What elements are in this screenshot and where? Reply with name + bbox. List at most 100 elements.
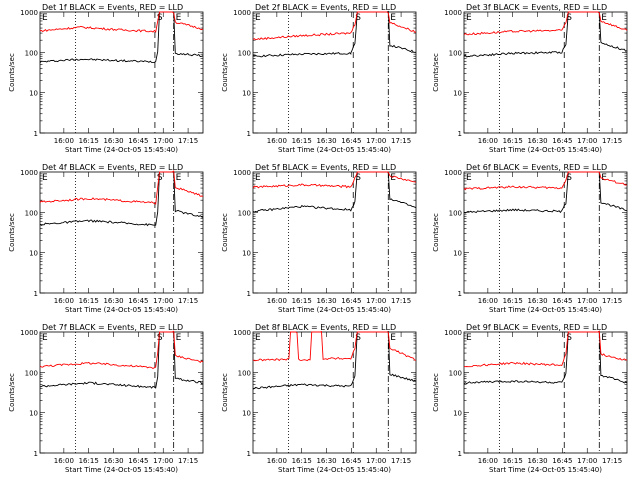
panel-det-8: Det 8f BLACK = Events, RED = LLD 1 10 100 10…: [221, 323, 417, 474]
x-tick-label: 16:30: [527, 297, 547, 305]
x-tick-label: 17:15: [178, 137, 198, 145]
lld-series-line: [463, 11, 628, 36]
x-axis-label: Start Time (24-Oct-05 15:45:40): [65, 146, 178, 154]
y-tick-label: 1000: [20, 169, 38, 177]
x-axis-label: Start Time (24-Oct-05 15:45:40): [489, 146, 602, 154]
x-tick-label: 16:15: [79, 297, 99, 305]
events-series-line: [252, 330, 417, 390]
panel-title: Det 2f BLACK = Events, RED = LLD: [255, 3, 396, 12]
x-axis-label: Start Time (24-Oct-05 15:45:40): [278, 306, 391, 314]
marker-label: S: [566, 173, 572, 183]
y-tick-label: 10: [242, 250, 251, 258]
panel-det-9: Det 9f BLACK = Events, RED = LLD 1 10 100 10…: [432, 323, 628, 474]
y-axis-label: Counts/sec: [221, 213, 229, 252]
panel-det-4: Det 4f BLACK = Events, RED = LLD 1 10 100 10…: [8, 163, 204, 314]
marker-label: E: [390, 333, 396, 343]
marker-label: E: [601, 173, 607, 183]
marker-label: E: [255, 333, 261, 343]
x-tick-label: 17:15: [178, 297, 198, 305]
x-tick-label: 17:15: [391, 137, 411, 145]
marker-label: S: [355, 333, 361, 343]
panel-title: Det 6f BLACK = Events, RED = LLD: [466, 163, 607, 172]
plot-frame: [39, 331, 204, 454]
y-tick-label: 1: [247, 450, 251, 458]
x-tick-label: 17:00: [577, 457, 597, 465]
x-tick-label: 16:30: [103, 457, 123, 465]
y-tick-label: 1: [458, 130, 462, 138]
y-tick-label: 1: [458, 290, 462, 298]
marker-label: S: [157, 333, 163, 343]
panel-title: Det 9f BLACK = Events, RED = LLD: [466, 323, 607, 332]
x-tick-label: 17:15: [602, 457, 622, 465]
lld-series-line: [39, 170, 204, 205]
events-series-line: [39, 331, 204, 389]
panel-det-7: Det 7f BLACK = Events, RED = LLD 1 10 100 10…: [8, 323, 204, 474]
y-axis-label: Counts/sec: [432, 53, 440, 92]
y-tick-label: 1: [34, 290, 38, 298]
marker-label: E: [42, 173, 48, 183]
y-tick-label: 1: [247, 130, 251, 138]
y-tick-label: 1000: [444, 9, 462, 17]
y-tick-label: 100: [25, 209, 38, 217]
lld-series-line: [252, 330, 417, 362]
y-tick-label: 1000: [444, 329, 462, 337]
y-tick-label: 1000: [20, 329, 38, 337]
marker-label: E: [601, 333, 607, 343]
x-tick-label: 16:45: [128, 457, 148, 465]
marker-label: E: [176, 333, 182, 343]
x-tick-label: 17:00: [366, 457, 386, 465]
panel-title: Det 1f BLACK = Events, RED = LLD: [42, 3, 183, 12]
x-tick-label: 17:15: [178, 457, 198, 465]
y-tick-label: 10: [453, 90, 462, 98]
marker-label: S: [355, 13, 361, 23]
y-axis-label: Counts/sec: [8, 373, 16, 412]
lld-series-line: [252, 11, 417, 41]
y-axis-label: Counts/sec: [221, 373, 229, 412]
x-tick-label: 16:00: [267, 137, 287, 145]
x-tick-label: 16:15: [79, 457, 99, 465]
y-tick-label: 1000: [20, 9, 38, 17]
x-tick-label: 16:00: [478, 137, 498, 145]
plot-frame: [252, 331, 417, 454]
panel-title: Det 8f BLACK = Events, RED = LLD: [255, 323, 396, 332]
x-tick-label: 17:15: [391, 297, 411, 305]
plot-frame: [463, 171, 628, 294]
x-tick-label: 17:00: [577, 137, 597, 145]
marker-label: E: [255, 173, 261, 183]
panel-det-1: Det 1f BLACK = Events, RED = LLD 1 10 100 10…: [8, 3, 204, 154]
y-tick-label: 10: [453, 410, 462, 418]
x-tick-label: 16:45: [341, 457, 361, 465]
x-tick-label: 16:15: [503, 297, 523, 305]
panel-det-5: Det 5f BLACK = Events, RED = LLD 1 10 100 10…: [221, 163, 417, 314]
marker-label: E: [466, 13, 472, 23]
x-axis-label: Start Time (24-Oct-05 15:45:40): [278, 146, 391, 154]
lld-series-line: [252, 171, 417, 189]
x-tick-label: 17:00: [366, 297, 386, 305]
x-tick-label: 16:30: [103, 297, 123, 305]
x-tick-label: 16:45: [341, 297, 361, 305]
events-series-line: [39, 171, 204, 227]
y-tick-label: 1: [247, 290, 251, 298]
marker-label: S: [157, 173, 163, 183]
y-tick-label: 100: [25, 49, 38, 57]
x-tick-label: 16:45: [552, 297, 572, 305]
x-axis-label: Start Time (24-Oct-05 15:45:40): [278, 466, 391, 474]
x-tick-label: 16:30: [527, 137, 547, 145]
x-tick-label: 16:30: [316, 137, 336, 145]
x-tick-label: 17:00: [577, 297, 597, 305]
y-tick-label: 100: [449, 369, 462, 377]
y-tick-label: 10: [29, 90, 38, 98]
x-tick-label: 16:30: [527, 457, 547, 465]
y-tick-label: 10: [453, 250, 462, 258]
marker-label: E: [255, 13, 261, 23]
lld-series-line: [463, 171, 628, 191]
x-tick-label: 16:00: [267, 297, 287, 305]
plot-frame: [252, 171, 417, 294]
x-tick-label: 16:15: [292, 137, 312, 145]
x-tick-label: 16:30: [316, 457, 336, 465]
y-axis-label: Counts/sec: [432, 213, 440, 252]
x-tick-label: 17:00: [366, 137, 386, 145]
y-tick-label: 1000: [233, 329, 251, 337]
marker-label: E: [42, 333, 48, 343]
x-tick-label: 17:00: [153, 297, 173, 305]
